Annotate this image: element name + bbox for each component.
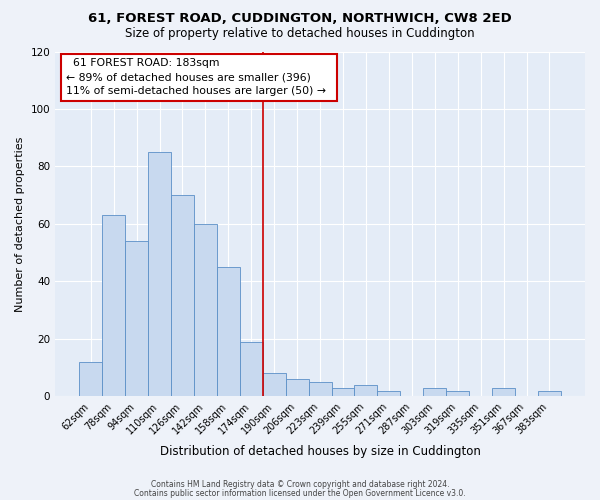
Bar xyxy=(102,216,125,396)
Bar xyxy=(446,390,469,396)
Bar xyxy=(377,390,400,396)
Bar xyxy=(125,241,148,396)
Bar xyxy=(286,379,308,396)
Bar xyxy=(355,385,377,396)
Bar xyxy=(240,342,263,396)
Bar xyxy=(217,267,240,396)
Bar xyxy=(332,388,355,396)
Bar xyxy=(308,382,332,396)
Bar xyxy=(263,374,286,396)
Y-axis label: Number of detached properties: Number of detached properties xyxy=(15,136,25,312)
Text: Size of property relative to detached houses in Cuddington: Size of property relative to detached ho… xyxy=(125,28,475,40)
Bar xyxy=(492,388,515,396)
Bar xyxy=(194,224,217,396)
Text: Contains public sector information licensed under the Open Government Licence v3: Contains public sector information licen… xyxy=(134,488,466,498)
Bar xyxy=(148,152,171,396)
Text: 61, FOREST ROAD, CUDDINGTON, NORTHWICH, CW8 2ED: 61, FOREST ROAD, CUDDINGTON, NORTHWICH, … xyxy=(88,12,512,26)
Bar xyxy=(79,362,102,396)
Bar xyxy=(538,390,561,396)
Bar xyxy=(171,195,194,396)
Text: Contains HM Land Registry data © Crown copyright and database right 2024.: Contains HM Land Registry data © Crown c… xyxy=(151,480,449,489)
Text: 61 FOREST ROAD: 183sqm
← 89% of detached houses are smaller (396)
11% of semi-de: 61 FOREST ROAD: 183sqm ← 89% of detached… xyxy=(66,58,333,96)
Bar xyxy=(423,388,446,396)
X-axis label: Distribution of detached houses by size in Cuddington: Distribution of detached houses by size … xyxy=(160,444,481,458)
